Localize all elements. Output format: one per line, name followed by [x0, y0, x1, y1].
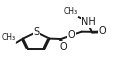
Text: CH₃: CH₃ — [64, 7, 78, 17]
Text: S: S — [33, 27, 39, 37]
Text: NH: NH — [81, 17, 96, 27]
Text: O: O — [60, 42, 67, 52]
Text: O: O — [67, 30, 75, 40]
Text: CH₃: CH₃ — [2, 33, 16, 42]
Text: O: O — [98, 26, 106, 36]
